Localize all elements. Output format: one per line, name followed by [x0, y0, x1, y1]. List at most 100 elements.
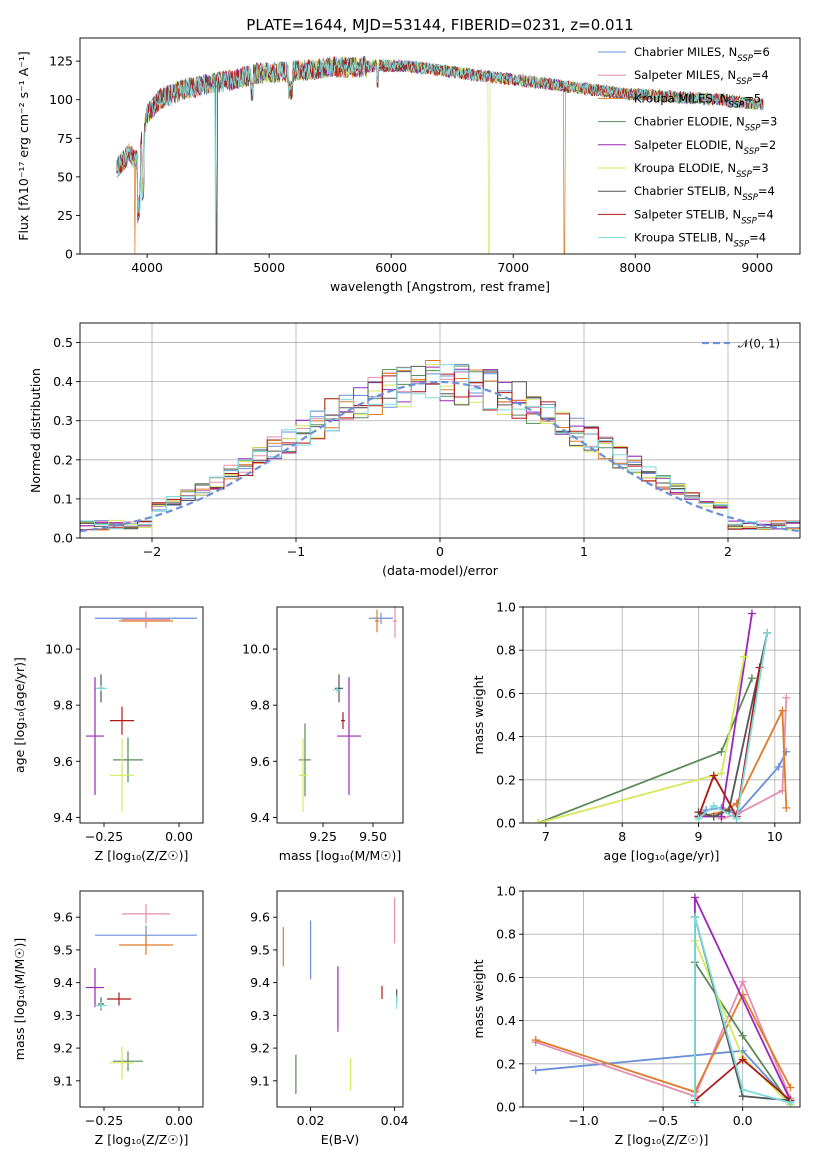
weight-marker-cs [725, 806, 734, 815]
axes-frame [522, 890, 801, 1108]
axes-frame [79, 890, 204, 1108]
y-tick-label: 0.4 [496, 729, 516, 744]
y-axis-label: Flux [fλ10⁻¹⁷ erg cm⁻² s⁻¹ A⁻¹] [16, 51, 31, 240]
weight-line-km [535, 992, 792, 1093]
weight-marker-se [747, 609, 756, 618]
y-tick-label: 9.6 [53, 910, 73, 925]
y-tick-label: 9.1 [250, 1073, 270, 1088]
weight-marker-km [778, 706, 787, 715]
weight-marker-cs [709, 812, 718, 821]
legend-entry: Kroupa STELIB, NSSP=4 [634, 231, 766, 250]
weight-marker-ks [694, 814, 703, 823]
x-tick-label: 8 [618, 829, 626, 844]
legend-entry: Salpeter MILES, NSSP=4 [634, 68, 769, 87]
x-axis-label: Z [log₁₀(Z/Z☉)] [95, 1132, 189, 1147]
legend-entry: Chabrier STELIB, NSSP=4 [634, 184, 775, 203]
weight-marker-ks [763, 628, 772, 637]
x-tick-label: −1 [287, 544, 305, 559]
y-tick-label: 9.4 [250, 975, 270, 990]
y-axis-label: mass [log₁₀(M/M☉)] [12, 938, 27, 1060]
y-tick-label: 9.4 [53, 810, 73, 825]
y-tick-label: 0.0 [496, 816, 516, 831]
mass-age-panel: 9.25 9.50 9.4 9.6 9.8 10.0 mass [log₁₀(M/M☉)] [242, 606, 404, 863]
z-age-panel: −0.25 0.00 9.4 9.6 9.8 10.0 Z [log₁₀(Z/Z☉)] age… [12, 606, 204, 863]
weight-line-ke [538, 656, 746, 823]
weight-marker-cm [774, 762, 783, 771]
x-tick-label: 1 [580, 544, 588, 559]
x-tick-label: −2 [143, 544, 161, 559]
weight-marker-ss [709, 771, 718, 780]
y-tick-label: 100 [49, 92, 73, 107]
x-tick-label: 9000 [741, 260, 773, 275]
legend-entry: Kroupa ELODIE, NSSP=3 [634, 161, 769, 180]
z-weight-panel: −1.0 −0.5 0.0 0.0 0.2 0.4 0.6 0.8 1.0 Z [log₁₀(Z/… [471, 884, 801, 1147]
x-tick-label: 5000 [253, 260, 285, 275]
y-tick-label: 9.1 [53, 1073, 73, 1088]
weight-marker-ks [690, 1098, 699, 1107]
y-tick-label: 9.3 [250, 1008, 270, 1023]
x-axis-label: wavelength [Angstrom, rest frame] [330, 279, 550, 294]
weight-line-ss [697, 667, 761, 820]
weight-line-ks [697, 632, 769, 821]
x-tick-label: 9 [695, 829, 703, 844]
axes-frame [276, 606, 404, 824]
y-tick-label: 9.8 [250, 698, 270, 713]
x-axis-label: (data-model)/error [382, 563, 499, 578]
y-tick-label: 0.6 [496, 970, 516, 985]
plot-area [80, 323, 800, 538]
y-axis-label: mass weight [471, 675, 486, 754]
x-tick-label: 9.25 [309, 829, 337, 844]
weight-marker-ks [786, 1098, 795, 1107]
x-tick-label: 0.04 [381, 1113, 409, 1128]
y-tick-label: 9.2 [250, 1041, 270, 1056]
weight-marker-ks [738, 1085, 747, 1094]
plot-area [523, 607, 800, 823]
residuals-panel: −2 −1 0 1 2 0.0 0.1 0.2 0.3 0.4 0.5 (data-model)/er… [28, 322, 801, 578]
legend-entry: Salpeter ELODIE, NSSP=2 [634, 138, 776, 157]
x-tick-label: −0.5 [648, 1113, 678, 1128]
spectrum-panel: 4000 5000 6000 7000 8000 9000 0 25 50 75 100 125 wav… [16, 16, 801, 294]
x-tick-label: −0.25 [85, 829, 123, 844]
axes-frame [79, 37, 801, 255]
legend-entry: Salpeter STELIB, NSSP=4 [634, 207, 774, 226]
axes-frame [522, 606, 801, 824]
weight-marker-se [690, 893, 699, 902]
weight-marker-ks [709, 801, 718, 810]
weight-marker-sm [738, 977, 747, 986]
weight-line-se [698, 613, 753, 818]
y-tick-label: 0.2 [496, 772, 516, 787]
y-tick-label: 9.6 [250, 910, 270, 925]
y-tick-label: 9.4 [250, 810, 270, 825]
x-tick-label: 0.02 [297, 1113, 325, 1128]
y-tick-label: 9.3 [53, 1008, 73, 1023]
x-tick-label: −1.0 [568, 1113, 598, 1128]
y-tick-label: 0.8 [496, 927, 516, 942]
x-tick-label: 0.00 [165, 829, 193, 844]
gaussian-curve [80, 380, 800, 533]
plot-area [299, 607, 397, 812]
x-axis-label: mass [log₁₀(M/M☉)] [279, 848, 401, 863]
legend-entry: Chabrier ELODIE, NSSP=3 [634, 115, 777, 134]
y-tick-label: 0.4 [53, 374, 73, 389]
y-tick-label: 0.1 [53, 491, 73, 506]
y-tick-label: 0.5 [53, 335, 73, 350]
weight-marker-sm [782, 693, 791, 702]
x-axis-label: Z [log₁₀(Z/Z☉)] [615, 1132, 709, 1147]
age-weight-panel: 7 8 9 10 0.0 0.2 0.4 0.6 0.8 1.0 age [log₁₀(age/yr… [471, 600, 801, 863]
y-tick-label: 0.0 [53, 531, 73, 546]
chart-title: PLATE=1644, MJD=53144, FIBERID=0231, z=0… [246, 16, 633, 34]
y-tick-label: 1.0 [496, 600, 516, 615]
spectrum-line-ks [116, 57, 764, 254]
plot-area [116, 55, 764, 254]
y-tick-label: 9.6 [53, 754, 73, 769]
x-tick-label: 2 [724, 544, 732, 559]
x-tick-label: 9.50 [359, 829, 387, 844]
y-tick-label: 9.4 [53, 975, 73, 990]
y-tick-label: 25 [57, 208, 73, 223]
y-tick-label: 0.3 [53, 413, 73, 428]
axes-frame [79, 606, 204, 824]
weight-marker-ke [717, 769, 726, 778]
y-axis-label: mass weight [471, 959, 486, 1038]
y-tick-label: 125 [49, 54, 73, 69]
